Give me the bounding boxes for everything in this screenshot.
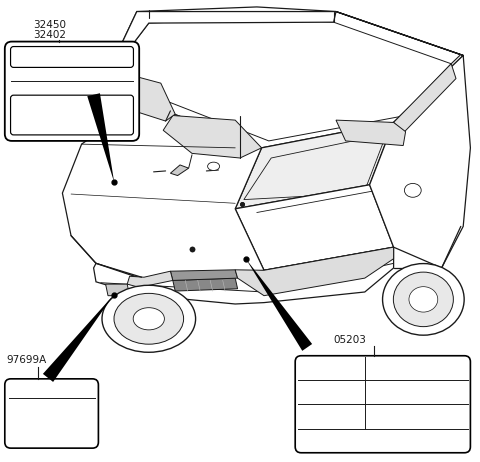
Polygon shape — [106, 284, 130, 296]
Polygon shape — [336, 120, 406, 146]
Text: 05203: 05203 — [334, 335, 367, 345]
Polygon shape — [170, 165, 189, 176]
Polygon shape — [246, 259, 312, 351]
Polygon shape — [336, 12, 470, 268]
Ellipse shape — [114, 293, 184, 344]
FancyBboxPatch shape — [295, 356, 470, 453]
Polygon shape — [119, 74, 175, 121]
FancyBboxPatch shape — [11, 95, 133, 135]
Polygon shape — [127, 271, 173, 287]
Polygon shape — [113, 12, 336, 62]
Polygon shape — [173, 278, 238, 291]
Polygon shape — [163, 116, 262, 158]
Text: 32402: 32402 — [34, 30, 67, 40]
Polygon shape — [87, 93, 114, 182]
Ellipse shape — [394, 272, 453, 327]
Ellipse shape — [383, 263, 464, 335]
Text: 97699A: 97699A — [6, 355, 47, 365]
Ellipse shape — [207, 162, 220, 170]
Polygon shape — [235, 247, 394, 296]
Polygon shape — [94, 247, 394, 304]
Ellipse shape — [102, 285, 196, 352]
Polygon shape — [62, 62, 264, 280]
FancyBboxPatch shape — [11, 47, 133, 67]
Polygon shape — [43, 295, 114, 382]
Ellipse shape — [404, 183, 421, 197]
FancyBboxPatch shape — [5, 42, 139, 141]
Polygon shape — [235, 122, 394, 209]
Text: 32450: 32450 — [34, 19, 67, 30]
Polygon shape — [113, 7, 463, 148]
Polygon shape — [170, 270, 238, 280]
Polygon shape — [394, 64, 456, 133]
Ellipse shape — [133, 308, 164, 330]
Ellipse shape — [409, 286, 438, 312]
FancyBboxPatch shape — [5, 379, 98, 448]
Polygon shape — [235, 185, 394, 270]
